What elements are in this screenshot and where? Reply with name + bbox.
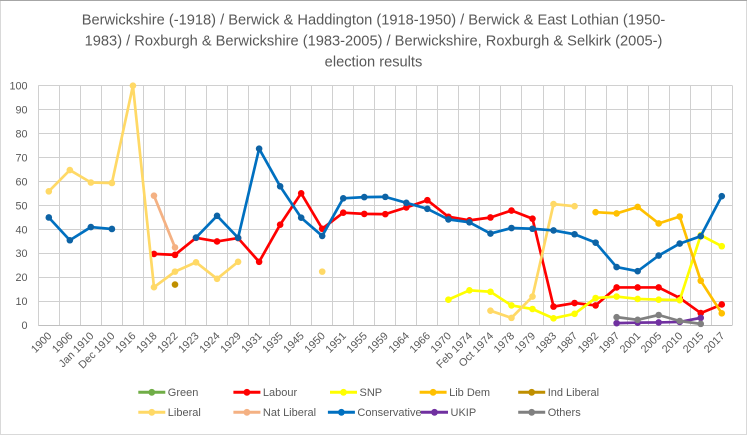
svg-text:100: 100 [9, 81, 27, 93]
svg-text:50: 50 [15, 200, 27, 212]
svg-text:40: 40 [15, 224, 27, 236]
svg-text:60: 60 [15, 176, 27, 188]
svg-text:80: 80 [15, 128, 27, 140]
svg-text:10: 10 [15, 296, 27, 308]
svg-text:Conservative: Conservative [357, 407, 421, 419]
svg-text:Liberal: Liberal [168, 407, 201, 419]
svg-text:1983) / Roxburgh & Berwickshir: 1983) / Roxburgh & Berwickshire (1983-20… [85, 34, 663, 50]
svg-text:Green: Green [168, 387, 199, 399]
svg-text:election results: election results [325, 55, 423, 71]
svg-text:0: 0 [21, 320, 27, 332]
svg-text:UKIP: UKIP [451, 407, 477, 419]
svg-text:Others: Others [548, 407, 582, 419]
svg-text:Lib Dem: Lib Dem [449, 387, 490, 399]
svg-text:Ind Liberal: Ind Liberal [548, 387, 599, 399]
svg-text:Nat Liberal: Nat Liberal [263, 407, 316, 419]
svg-text:90: 90 [15, 104, 27, 116]
svg-text:30: 30 [15, 248, 27, 260]
svg-text:70: 70 [15, 152, 27, 164]
svg-text:Labour: Labour [263, 387, 298, 399]
svg-text:SNP: SNP [360, 387, 383, 399]
svg-text:20: 20 [15, 272, 27, 284]
svg-text:Berwickshire (-1918) / Berwick: Berwickshire (-1918) / Berwick & Hadding… [82, 13, 666, 29]
